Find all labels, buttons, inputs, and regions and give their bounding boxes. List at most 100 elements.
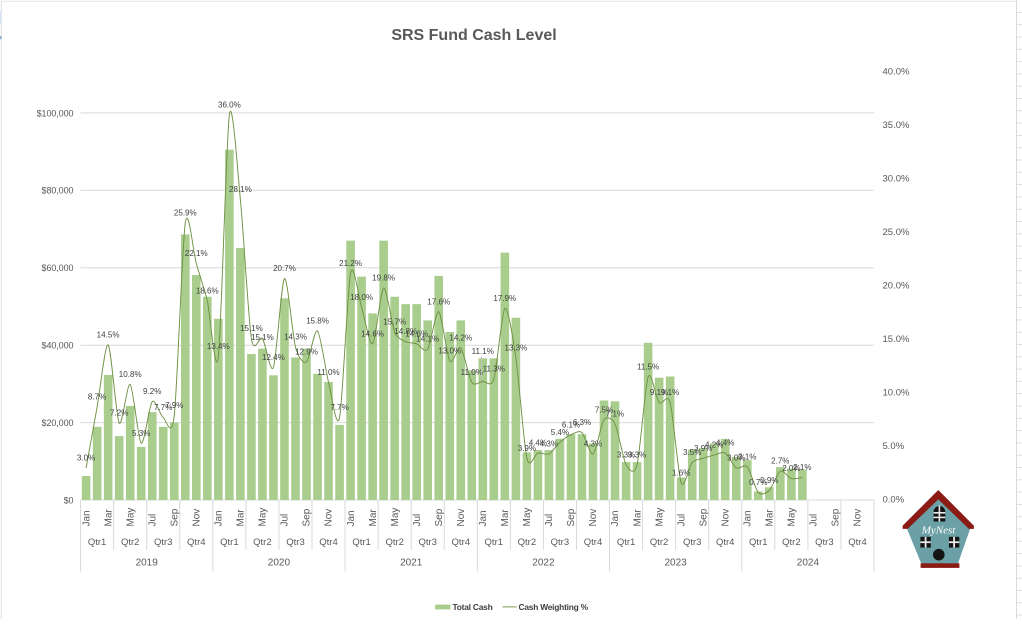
svg-text:6.1%: 6.1% <box>562 420 580 429</box>
svg-text:14.6%: 14.6% <box>405 329 428 338</box>
svg-text:Mar: Mar <box>765 509 776 527</box>
svg-text:Nov: Nov <box>192 509 203 527</box>
svg-text:Nov: Nov <box>588 509 599 527</box>
svg-text:7.2%: 7.2% <box>110 409 128 418</box>
svg-text:Jul: Jul <box>676 514 687 527</box>
svg-text:Qtr3: Qtr3 <box>815 537 833 548</box>
svg-text:Jul: Jul <box>544 514 555 527</box>
svg-text:Nov: Nov <box>324 509 335 527</box>
svg-text:12.9%: 12.9% <box>295 348 318 357</box>
svg-text:Qtr2: Qtr2 <box>385 537 403 548</box>
svg-text:Qtr4: Qtr4 <box>716 537 734 548</box>
svg-text:May: May <box>522 508 533 527</box>
svg-text:Qtr3: Qtr3 <box>683 537 701 548</box>
svg-text:Mar: Mar <box>368 509 379 527</box>
svg-text:3.3%: 3.3% <box>628 450 646 459</box>
svg-text:May: May <box>258 508 269 527</box>
svg-text:Jan: Jan <box>610 510 621 526</box>
svg-text:Qtr4: Qtr4 <box>584 537 602 548</box>
svg-text:Qtr3: Qtr3 <box>154 537 172 548</box>
svg-text:Qtr3: Qtr3 <box>286 537 304 548</box>
svg-text:25.0%: 25.0% <box>883 227 910 238</box>
svg-text:3.0%: 3.0% <box>77 454 95 463</box>
svg-text:17.9%: 17.9% <box>493 294 516 303</box>
svg-text:13.0%: 13.0% <box>438 347 461 356</box>
svg-text:10.0%: 10.0% <box>883 387 910 398</box>
svg-text:15.8%: 15.8% <box>306 317 329 326</box>
svg-text:11.0%: 11.0% <box>461 368 483 377</box>
svg-text:20.7%: 20.7% <box>273 264 296 273</box>
svg-text:Sep: Sep <box>698 508 709 526</box>
svg-text:Qtr3: Qtr3 <box>418 537 436 548</box>
svg-text:10.8%: 10.8% <box>119 370 142 379</box>
svg-text:4.4%: 4.4% <box>716 439 734 448</box>
svg-text:20.0%: 20.0% <box>883 280 910 291</box>
svg-text:Qtr2: Qtr2 <box>650 537 668 548</box>
svg-text:14.1%: 14.1% <box>416 335 439 344</box>
svg-text:12.4%: 12.4% <box>262 353 285 362</box>
svg-text:Nov: Nov <box>853 509 864 527</box>
svg-text:28.1%: 28.1% <box>229 185 252 194</box>
svg-text:May: May <box>390 508 401 527</box>
svg-text:MyNest: MyNest <box>921 525 957 537</box>
svg-text:18.0%: 18.0% <box>350 293 373 302</box>
svg-text:May: May <box>654 508 665 527</box>
svg-text:13.4%: 13.4% <box>207 342 230 351</box>
svg-text:Qtr2: Qtr2 <box>782 537 800 548</box>
svg-text:30.0%: 30.0% <box>883 173 910 184</box>
svg-text:Mar: Mar <box>103 509 114 527</box>
svg-text:Qtr1: Qtr1 <box>617 537 635 548</box>
svg-text:Sep: Sep <box>831 508 842 526</box>
svg-text:7.7%: 7.7% <box>330 403 348 412</box>
svg-text:Qtr1: Qtr1 <box>220 537 238 548</box>
svg-text:35.0%: 35.0% <box>883 120 910 131</box>
svg-text:15.1%: 15.1% <box>240 324 263 333</box>
svg-text:4.3%: 4.3% <box>584 440 602 449</box>
svg-text:Jan: Jan <box>346 510 357 526</box>
svg-text:Qtr2: Qtr2 <box>518 537 536 548</box>
svg-text:4.4%: 4.4% <box>529 439 547 448</box>
svg-text:Sep: Sep <box>434 508 445 526</box>
svg-text:Jul: Jul <box>280 514 291 527</box>
svg-text:0.9%: 0.9% <box>760 476 778 485</box>
svg-text:Qtr2: Qtr2 <box>121 537 139 548</box>
svg-text:Total Cash: Total Cash <box>453 602 493 612</box>
svg-text:2022: 2022 <box>532 558 555 569</box>
svg-text:Jul: Jul <box>809 514 820 527</box>
svg-text:Nov: Nov <box>720 509 731 527</box>
svg-text:3.5%: 3.5% <box>683 448 701 457</box>
svg-text:Qtr4: Qtr4 <box>187 537 205 548</box>
svg-text:5.4%: 5.4% <box>551 428 569 437</box>
svg-text:$20,000: $20,000 <box>42 418 74 428</box>
svg-text:14.3%: 14.3% <box>284 333 307 342</box>
svg-text:3.3%: 3.3% <box>617 450 635 459</box>
svg-text:8.7%: 8.7% <box>88 393 106 402</box>
svg-text:Mar: Mar <box>236 509 247 527</box>
svg-text:15.0%: 15.0% <box>883 334 910 345</box>
svg-text:3.1%: 3.1% <box>738 452 756 461</box>
svg-text:4.3%: 4.3% <box>540 440 558 449</box>
svg-text:14.2%: 14.2% <box>449 334 472 343</box>
svg-text:9.2%: 9.2% <box>143 387 161 396</box>
svg-text:Qtr4: Qtr4 <box>452 537 470 548</box>
svg-text:Jul: Jul <box>147 514 158 527</box>
svg-text:13.3%: 13.3% <box>504 343 527 352</box>
svg-text:22.1%: 22.1% <box>185 249 208 258</box>
svg-text:May: May <box>787 508 798 527</box>
svg-text:Qtr4: Qtr4 <box>848 537 866 548</box>
svg-text:7.9%: 7.9% <box>165 401 183 410</box>
svg-text:Qtr4: Qtr4 <box>319 537 337 548</box>
svg-text:2.1%: 2.1% <box>793 463 811 472</box>
svg-text:14.6%: 14.6% <box>361 329 384 338</box>
svg-text:15.1%: 15.1% <box>251 333 274 342</box>
svg-text:9.1%: 9.1% <box>661 388 679 397</box>
svg-text:0.0%: 0.0% <box>883 494 905 505</box>
svg-text:Qtr1: Qtr1 <box>352 537 370 548</box>
svg-text:Nov: Nov <box>456 509 467 527</box>
svg-text:Jan: Jan <box>214 510 225 526</box>
svg-text:Qtr2: Qtr2 <box>253 537 271 548</box>
svg-text:21.2%: 21.2% <box>339 259 362 268</box>
svg-text:Jan: Jan <box>478 510 489 526</box>
svg-text:14.8%: 14.8% <box>394 327 417 336</box>
svg-text:3.0%: 3.0% <box>727 454 745 463</box>
